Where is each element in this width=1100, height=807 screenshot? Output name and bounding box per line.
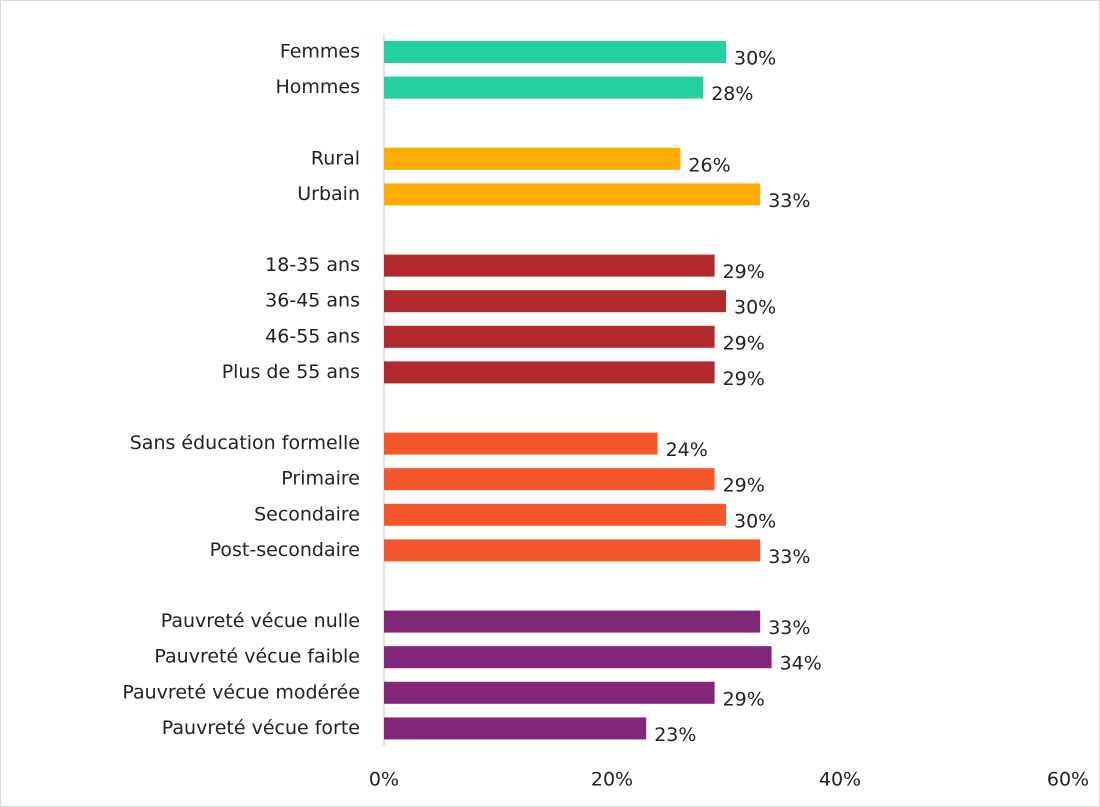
value-label: 30% [734, 297, 776, 319]
value-label: 24% [666, 439, 708, 461]
value-label: 33% [768, 190, 810, 212]
value-label: 29% [723, 332, 765, 354]
value-label: 30% [734, 510, 776, 532]
y-tick-label: Secondaire [254, 503, 360, 525]
x-tick-label: 60% [1047, 769, 1089, 791]
y-tick-label: Pauvreté vécue modérée [122, 681, 360, 703]
y-tick-label: Pauvreté vécue forte [162, 717, 360, 739]
bar [384, 361, 715, 384]
value-label: 29% [723, 261, 765, 283]
y-tick-label: Plus de 55 ans [222, 361, 360, 383]
y-tick-label: 18-35 ans [265, 254, 360, 276]
y-tick-label: Post-secondaire [210, 539, 360, 561]
y-tick-label: Rural [311, 147, 360, 169]
bar [384, 183, 761, 206]
bar [384, 717, 647, 740]
bar [384, 290, 726, 313]
value-label: 29% [723, 475, 765, 497]
bar [384, 41, 726, 63]
value-label: 28% [711, 83, 753, 105]
value-label: 34% [780, 653, 822, 675]
x-tick-label: 40% [819, 769, 861, 791]
y-tick-label: Pauvreté vécue nulle [161, 610, 360, 632]
bar [384, 147, 681, 170]
value-label: 29% [723, 688, 765, 710]
value-label: 33% [768, 617, 810, 639]
value-label: 26% [688, 154, 730, 176]
bar [384, 503, 726, 526]
bar [384, 432, 658, 455]
bar [384, 254, 715, 277]
bar [384, 468, 715, 491]
x-tick-label: 0% [369, 769, 399, 791]
y-tick-label: Urbain [297, 183, 360, 205]
y-tick-label: 36-45 ans [265, 290, 360, 312]
y-tick-label: Femmes [280, 41, 360, 63]
y-tick-label: 46-55 ans [265, 325, 360, 347]
bar [384, 76, 704, 99]
bar [384, 610, 761, 633]
bar [384, 325, 715, 348]
y-tick-label: Hommes [275, 76, 360, 98]
value-label: 23% [654, 724, 696, 746]
y-tick-label: Primaire [281, 468, 360, 490]
bar [384, 539, 761, 562]
value-label: 29% [723, 368, 765, 390]
y-tick-label: Sans éducation formelle [130, 432, 360, 454]
bar [384, 681, 715, 704]
x-tick-label: 20% [591, 769, 633, 791]
y-tick-label: Pauvreté vécue faible [154, 646, 360, 668]
bar [384, 646, 772, 669]
value-label: 30% [734, 48, 776, 70]
value-label: 33% [768, 546, 810, 568]
